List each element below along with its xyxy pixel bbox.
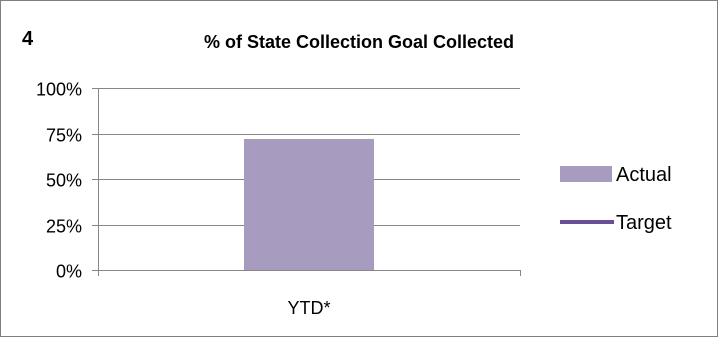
legend-label-target: Target xyxy=(616,212,672,234)
y-tick-label: 25% xyxy=(46,217,82,237)
legend-label-actual: Actual xyxy=(616,164,672,186)
y-axis-ticks: 0% 25% 50% 75% 100% xyxy=(36,80,98,282)
y-tick-label: 50% xyxy=(46,171,82,191)
x-axis-ticks: YTD* xyxy=(287,298,330,318)
y-tick-label: 0% xyxy=(56,262,82,282)
y-tick-label: 100% xyxy=(36,80,82,100)
legend: Actual Target xyxy=(560,164,672,234)
figure-number: 4 xyxy=(22,28,34,50)
bar-actual xyxy=(244,138,374,270)
chart-title: % of State Collection Goal Collected xyxy=(204,32,514,52)
axes xyxy=(98,88,521,276)
legend-swatch-actual xyxy=(560,166,612,182)
x-tick-label: YTD* xyxy=(287,298,330,318)
bars xyxy=(244,138,374,270)
y-tick-label: 75% xyxy=(46,126,82,146)
